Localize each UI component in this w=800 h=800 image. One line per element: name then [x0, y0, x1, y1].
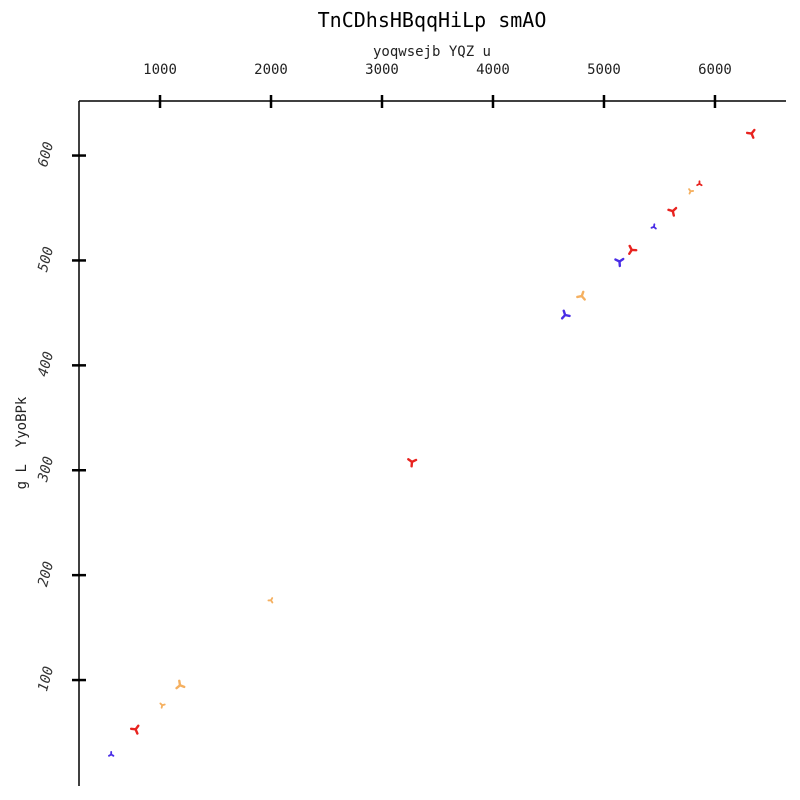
data-point [560, 309, 571, 320]
y-tick-label: 400 [35, 350, 57, 379]
y-ticks: 100 200 300 400 500 600 [35, 140, 86, 693]
data-point [650, 223, 657, 230]
data-point [628, 244, 638, 255]
data-point [407, 458, 418, 468]
data-point [129, 724, 140, 735]
x-tick-label: 5000 [587, 62, 621, 78]
x-ticks: 1000 2000 3000 4000 5000 6000 [143, 62, 732, 108]
data-point [175, 679, 186, 690]
data-point [267, 597, 274, 604]
data-point [108, 751, 115, 757]
data-point [667, 206, 678, 217]
data-point [745, 128, 756, 139]
data-point [614, 257, 625, 268]
x-tick-label: 1000 [143, 62, 177, 78]
x-tick-label: 3000 [365, 62, 399, 78]
y-tick-label: 300 [35, 455, 57, 485]
chart-title: TnCDhsHBqqHiLp smAO [318, 8, 547, 32]
y-tick-label: 200 [35, 560, 57, 589]
data-point [696, 180, 703, 187]
y-tick-label: 500 [35, 245, 57, 274]
y-tick-label: 600 [35, 140, 57, 169]
x-tick-label: 6000 [698, 62, 732, 78]
y-axis-label: g L YyoBPk [14, 396, 30, 489]
y-tick-label: 100 [35, 665, 57, 694]
data-point [159, 702, 166, 709]
x-axis-label: yoqwsejb YQZ u [373, 44, 491, 60]
data-point [688, 188, 695, 195]
data-point [576, 290, 586, 301]
axes [78, 100, 786, 786]
x-tick-label: 2000 [254, 62, 288, 78]
data-points [108, 128, 756, 757]
x-tick-label: 4000 [476, 62, 510, 78]
